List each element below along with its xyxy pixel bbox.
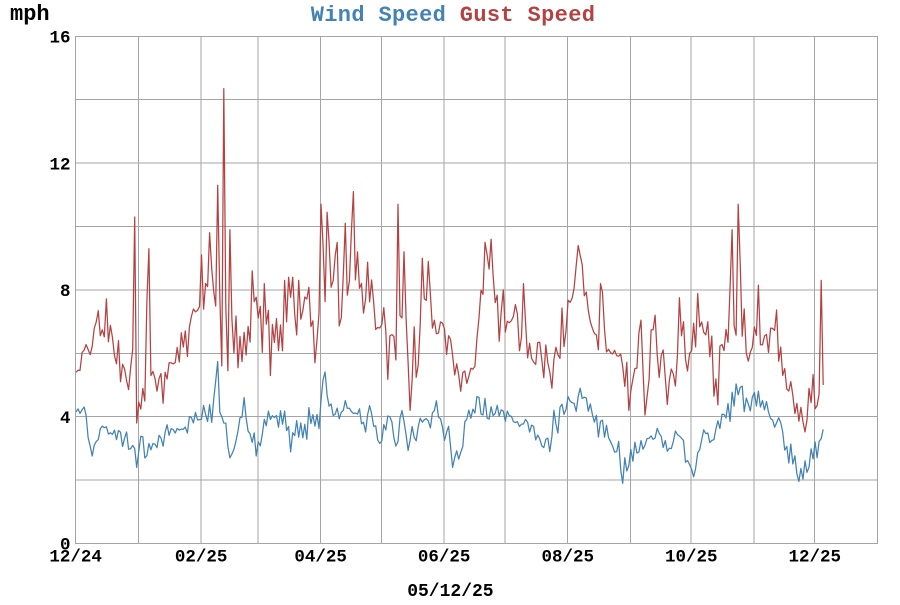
svg-text:mph: mph [10, 2, 50, 27]
svg-text:05/12/25: 05/12/25 [407, 582, 493, 600]
svg-text:12/24: 12/24 [49, 548, 102, 568]
svg-text:06/25: 06/25 [418, 548, 471, 568]
svg-text:08/25: 08/25 [541, 548, 594, 568]
svg-text:04/25: 04/25 [294, 548, 347, 568]
svg-text:12/25: 12/25 [788, 548, 841, 568]
svg-text:0: 0 [60, 536, 71, 556]
svg-text:16: 16 [49, 29, 70, 49]
svg-text:8: 8 [60, 282, 71, 302]
svg-text:02/25: 02/25 [175, 548, 228, 568]
svg-text:4: 4 [60, 409, 71, 429]
svg-text:10/25: 10/25 [665, 548, 718, 568]
svg-text:12: 12 [49, 155, 70, 175]
svg-text:Wind Speed Gust Speed: Wind Speed Gust Speed [311, 3, 596, 28]
